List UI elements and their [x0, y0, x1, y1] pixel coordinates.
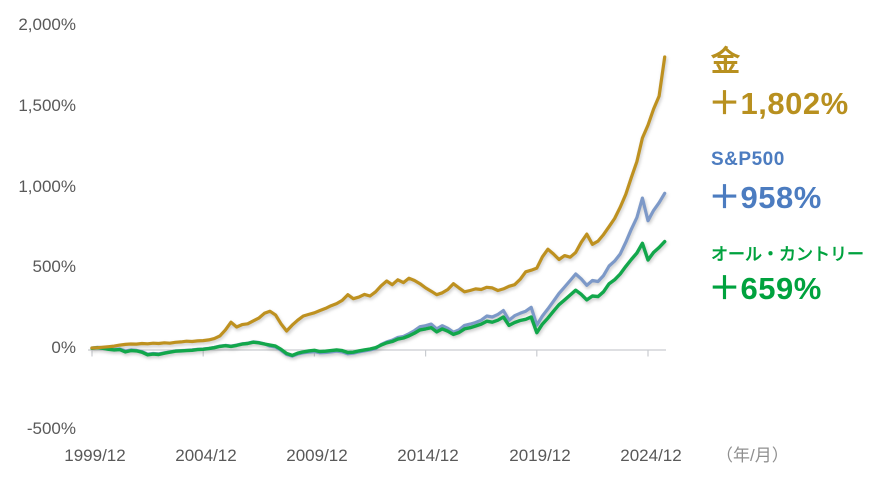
series-line-sp500: [90, 191, 667, 358]
legend-allcountry-value: ＋659%: [709, 271, 822, 306]
y-axis-tick-label: 2,000%: [18, 15, 76, 34]
x-axis-tick-label: 1999/12: [64, 446, 126, 465]
legend-allcountry-name: オール・カントリー: [711, 245, 864, 264]
legend: 金 ＋1,802% S&P500 ＋958% オール・カントリー ＋659%: [709, 0, 873, 485]
x-axis-unit-label: （年/月）: [716, 446, 789, 465]
y-axis-tick-label: 1,000%: [18, 177, 76, 196]
x-axis-tick-label: 2024/12: [620, 446, 682, 465]
legend-gold-value: ＋1,802%: [709, 86, 849, 121]
x-axis-tick-label: 2009/12: [286, 446, 348, 465]
x-axis-tick-label: 2004/12: [175, 446, 237, 465]
x-axis-tick-label: 2019/12: [509, 446, 571, 465]
legend-sp500-name: S&P500: [711, 149, 785, 170]
x-axis-tick-label: 2014/12: [397, 446, 459, 465]
y-axis-tick-label: 500%: [32, 257, 76, 276]
series-line-allcountry: [90, 239, 667, 358]
legend-sp500-value: ＋958%: [709, 180, 822, 215]
y-axis-tick-label: -500%: [26, 419, 76, 438]
series-lines: [90, 55, 667, 358]
y-axis-tick-label: 1,500%: [18, 96, 76, 115]
y-axis-tick-label: 0%: [51, 338, 76, 357]
series-line-gold: [90, 55, 667, 350]
legend-gold-name: 金: [711, 46, 741, 78]
